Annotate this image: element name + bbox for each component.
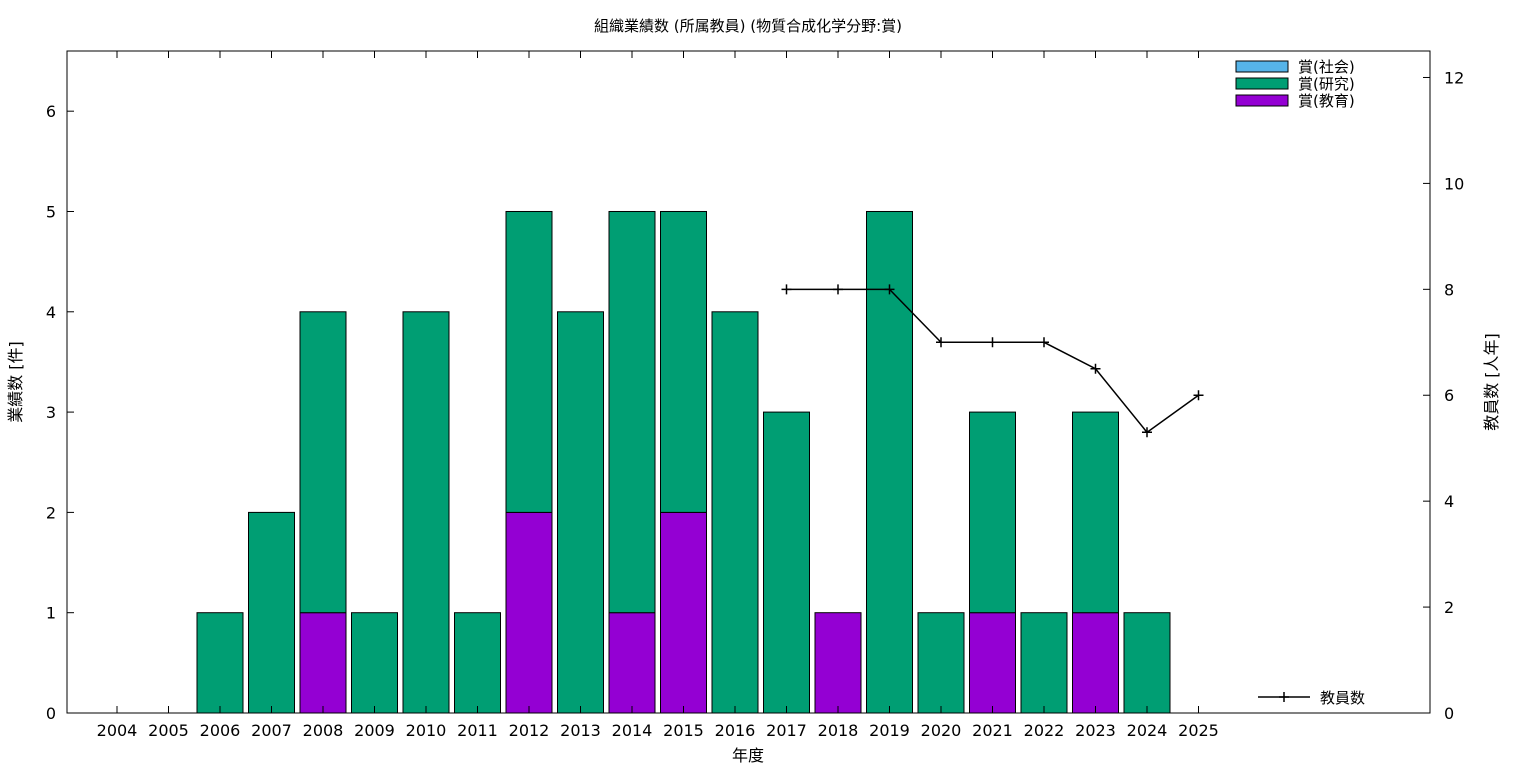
x-tick-label: 2006	[200, 721, 241, 740]
x-tick-label: 2010	[406, 721, 447, 740]
bar-segment-2011-s1	[454, 612, 501, 714]
y2-tick-label: 12	[1444, 68, 1464, 87]
bars-group	[196, 210, 1171, 714]
chart-title: 組織業績数 (所属教員) (物質合成化学分野:賞)	[594, 17, 902, 35]
bar-segment-2010-s1	[402, 311, 450, 714]
x-tick-label: 2023	[1075, 721, 1116, 740]
x-tick-label: 2016	[715, 721, 756, 740]
x-tick-label: 2013	[560, 721, 601, 740]
line-group	[781, 284, 1204, 438]
y-tick-label: 0	[46, 704, 56, 723]
legend-swatch-1	[1235, 77, 1289, 90]
bar-segment-2020-s1	[917, 612, 965, 714]
teacher-count-point-2021	[987, 337, 998, 348]
legend-label: 賞(研究)	[1298, 75, 1355, 93]
legend-swatch-0	[1235, 60, 1289, 73]
teacher-count-point-2025	[1193, 390, 1204, 401]
bar-segment-2015-s0	[660, 511, 707, 714]
y-tick-label: 2	[46, 503, 56, 522]
bar-segment-2015-s1	[660, 210, 707, 513]
teacher-count-point-2017	[781, 284, 792, 295]
bar-segment-2006-s1	[196, 612, 244, 714]
y2-tick-label: 2	[1444, 598, 1454, 617]
y-tick-label: 4	[46, 303, 56, 322]
teacher-count-point-2020	[936, 337, 946, 348]
bar-segment-2008-s1	[299, 311, 347, 614]
bar-segment-2012-s1	[505, 210, 553, 513]
teacher-count-point-2019	[884, 284, 895, 295]
y2-tick-label: 0	[1444, 704, 1454, 723]
y-axis-label: 業績数 [件]	[6, 341, 25, 423]
bar-segment-2016-s1	[711, 311, 759, 714]
teacher-count-line	[786, 288, 1199, 434]
x-tick-label: 2019	[869, 721, 910, 740]
x-tick-label: 2007	[251, 721, 292, 740]
x-tick-label: 2012	[509, 721, 550, 740]
y2-tick-label: 8	[1444, 280, 1454, 299]
bar-segment-2007-s1	[248, 511, 295, 714]
x-tick-label: 2004	[97, 721, 138, 740]
legend-label: 賞(社会)	[1298, 58, 1355, 76]
plot-frame	[66, 50, 1431, 714]
teacher-count-point-2023	[1090, 363, 1101, 374]
teacher-count-point-2018	[833, 284, 843, 295]
bar-segment-2012-s0	[505, 511, 553, 714]
x-tick-label: 2008	[303, 721, 344, 740]
bar-segment-2017-s1	[763, 411, 810, 714]
x-tick-label: 2009	[354, 721, 395, 740]
y2-tick-label: 10	[1444, 174, 1464, 193]
x-tick-label: 2011	[457, 721, 498, 740]
bar-segment-2009-s1	[351, 612, 398, 714]
y-tick-label: 5	[46, 202, 56, 221]
bar-segment-2023-s0	[1072, 612, 1119, 714]
bar-segment-2008-s0	[299, 612, 347, 714]
bar-segment-2021-s0	[969, 612, 1016, 714]
bar-segment-2021-s1	[969, 411, 1016, 614]
legend: 賞(社会)賞(研究)賞(教育) 教員数	[1235, 58, 1365, 707]
legend-line-label: 教員数	[1320, 689, 1365, 707]
x-tick-label: 2017	[766, 721, 807, 740]
teacher-count-point-2022	[1039, 337, 1049, 348]
legend-line-marker	[1279, 692, 1289, 702]
x-tick-label: 2014	[612, 721, 653, 740]
y-tick-label: 3	[46, 403, 56, 422]
x-tick-label: 2015	[663, 721, 704, 740]
x-tick-label: 2025	[1178, 721, 1219, 740]
bar-segment-2022-s1	[1020, 612, 1068, 714]
legend-swatch-2	[1235, 94, 1289, 107]
bar-segment-2013-s1	[557, 311, 604, 714]
bar-segment-2019-s1	[866, 210, 913, 714]
x-tick-label: 2005	[148, 721, 189, 740]
bar-segment-2014-s1	[608, 210, 656, 614]
bar-segment-2014-s0	[608, 612, 656, 714]
x-tick-label: 2022	[1024, 721, 1065, 740]
y-tick-label: 6	[46, 102, 56, 121]
legend-label: 賞(教育)	[1298, 92, 1355, 110]
y-tick-label: 1	[46, 604, 56, 623]
bar-segment-2018-s0	[814, 612, 862, 714]
teacher-count-point-2024	[1142, 427, 1152, 438]
x-tick-label: 2024	[1127, 721, 1168, 740]
x-tick-label: 2020	[921, 721, 962, 740]
x-axis-label: 年度	[732, 746, 764, 765]
bar-segment-2023-s1	[1072, 411, 1119, 614]
y2-tick-label: 6	[1444, 386, 1454, 405]
bar-segment-2024-s1	[1123, 612, 1171, 714]
x-tick-label: 2021	[972, 721, 1013, 740]
y2-axis-label: 教員数 [人年]	[1482, 333, 1501, 431]
x-tick-label: 2018	[818, 721, 859, 740]
y2-tick-label: 4	[1444, 492, 1454, 511]
